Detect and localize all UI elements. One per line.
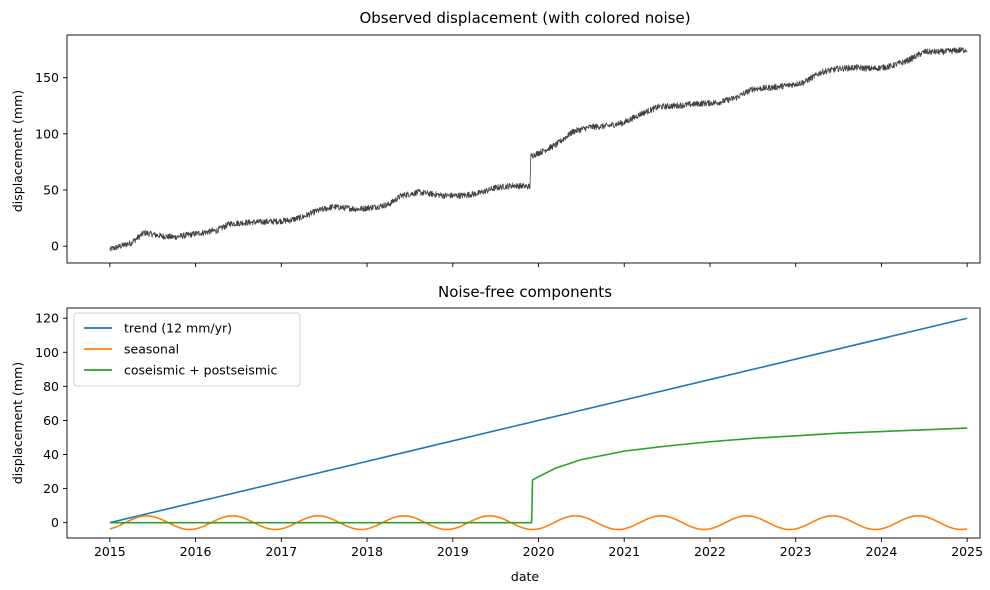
y-tick-label: 120 [35, 311, 59, 326]
y-tick-label: 20 [43, 481, 59, 496]
series-group [109, 46, 968, 252]
x-tick-label: 2017 [265, 544, 297, 559]
legend-box [73, 312, 301, 387]
components-x-axis-label: date [511, 569, 539, 584]
axes-frame [66, 34, 981, 264]
x-tick-label: 2025 [951, 544, 983, 559]
x-tick-label: 2021 [608, 544, 640, 559]
axes-frame [66, 307, 981, 539]
observed-panel: Observed displacement (with colored nois… [10, 9, 981, 267]
x-tick-label: 2015 [94, 544, 126, 559]
y-tick-label: 80 [43, 379, 59, 394]
y-tick-label: 0 [51, 239, 59, 254]
x-tick-label: 2024 [866, 544, 898, 559]
y-tick-label: 40 [43, 447, 59, 462]
legend-entry: coseismic + postseismic [124, 363, 277, 378]
x-tick-label: 2018 [351, 544, 383, 559]
legend-entry: trend (12 mm/yr) [124, 321, 232, 336]
observed-plot-area: 0 50 100 150 [35, 34, 981, 267]
x-tick-label: 2016 [180, 544, 212, 559]
y-tick-label: 60 [43, 413, 59, 428]
x-tick-label: 2023 [780, 544, 812, 559]
series-line-coseismic-postseismic [109, 427, 968, 524]
series-line-trend-12-mm-yr- [109, 317, 968, 524]
y-tick-label: 0 [51, 515, 59, 530]
x-tick-label: 2022 [694, 544, 726, 559]
series-group [109, 317, 968, 531]
y-tick-label: 50 [43, 182, 59, 197]
y-tick-label: 150 [35, 70, 59, 85]
components-title: Noise-free components [438, 283, 612, 301]
series-line-observed [109, 46, 968, 252]
x-tick-label: 2019 [437, 544, 469, 559]
observed-title: Observed displacement (with colored nois… [359, 9, 690, 27]
components-y-axis-label: displacement (mm) [10, 362, 25, 484]
y-tick-label: 100 [35, 126, 59, 141]
components-panel: Noise-free components 0 20 40 60 80 100 120 201… [10, 283, 983, 584]
legend: trend (12 mm/yr) seasonal coseismic + post… [73, 312, 301, 387]
x-tick-label: 2020 [523, 544, 555, 559]
legend-entry: seasonal [124, 342, 179, 357]
y-tick-label: 100 [35, 345, 59, 360]
components-plot-area: 0 20 40 60 80 100 120 2015 2016 2017 2018 2019 2020 2… [35, 307, 983, 559]
observed-y-axis-label: displacement (mm) [10, 90, 25, 212]
